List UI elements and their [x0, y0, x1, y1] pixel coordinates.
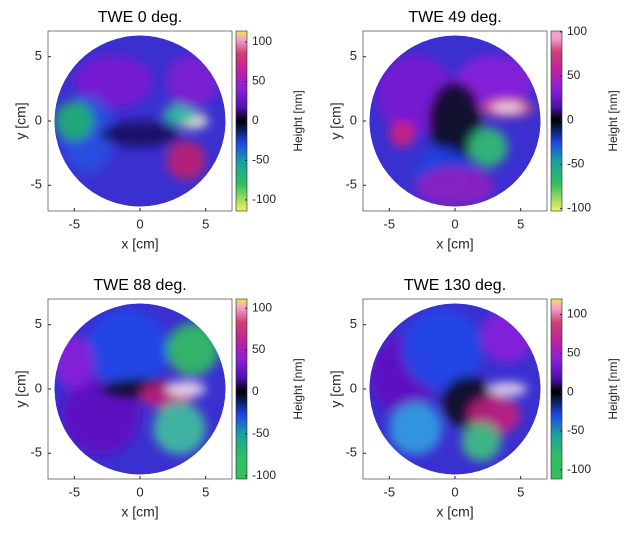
- x-axis-label: x [cm]: [436, 236, 473, 252]
- colorbar-label: Height [nm]: [291, 90, 305, 151]
- y-axis-label: y [cm]: [328, 102, 344, 139]
- y-tick-label: -5: [30, 177, 42, 192]
- map-feature: [100, 120, 180, 148]
- x-tick-label: -5: [69, 484, 81, 499]
- colorbar-label: Height [nm]: [606, 90, 620, 151]
- map-feature: [487, 382, 528, 396]
- chart-title: TWE 130 deg.: [404, 277, 506, 294]
- x-axis-label: x [cm]: [436, 504, 473, 520]
- x-tick-label: 5: [202, 484, 209, 499]
- map-feature: [163, 103, 196, 125]
- x-tick-label: -5: [384, 484, 396, 499]
- colorbar-tick-label: 50: [252, 74, 266, 88]
- y-tick-label: 0: [35, 112, 42, 127]
- chart-title: TWE 0 deg.: [98, 9, 182, 26]
- y-tick-label: -5: [30, 445, 42, 460]
- colorbar-tick-label: -50: [252, 426, 270, 440]
- x-tick-label: 0: [451, 484, 458, 499]
- map-feature: [455, 55, 534, 108]
- colorbar-tick-label: 0: [252, 384, 259, 398]
- x-tick-label: 5: [517, 216, 524, 231]
- map-feature: [491, 102, 524, 114]
- map-features: [54, 310, 219, 455]
- y-axis-label: y [cm]: [13, 370, 29, 407]
- y-tick-label: 5: [35, 48, 42, 63]
- colorbar-tick-label: 0: [567, 384, 574, 398]
- y-tick-label: 5: [35, 316, 42, 331]
- map-feature: [389, 120, 416, 148]
- colorbar-tick-label: 50: [567, 68, 581, 82]
- map-feature: [481, 310, 534, 363]
- colorbar-tick-label: 100: [252, 300, 272, 314]
- height-map: [369, 35, 541, 207]
- x-tick-label: 5: [517, 484, 524, 499]
- x-tick-label: 0: [136, 484, 143, 499]
- x-tick-label: 0: [136, 216, 143, 231]
- y-axis-label: y [cm]: [328, 370, 344, 407]
- map-feature: [428, 81, 482, 161]
- colorbar-tick-label: -50: [567, 423, 585, 437]
- colorbar: [550, 298, 563, 480]
- x-tick-label: 5: [202, 216, 209, 231]
- map-feature: [166, 381, 206, 397]
- chart-title: TWE 88 deg.: [93, 277, 186, 294]
- colorbar-tick-label: 100: [252, 34, 272, 48]
- map-features: [376, 55, 534, 207]
- colorbar-tick-label: -100: [567, 462, 591, 476]
- map-feature: [415, 167, 495, 207]
- map-feature: [74, 55, 154, 108]
- y-tick-label: 0: [350, 112, 357, 127]
- y-tick-label: 0: [35, 380, 42, 395]
- colorbar-tick-label: 100: [567, 24, 587, 38]
- colorbar-tick-label: 0: [567, 112, 574, 126]
- colorbar-label: Height [nm]: [291, 358, 305, 419]
- y-tick-label: 5: [350, 48, 357, 63]
- chart-title: TWE 49 deg.: [408, 9, 501, 26]
- colorbar-tick-label: 0: [252, 113, 259, 127]
- map-feature: [389, 402, 442, 455]
- colorbar-tick-label: 100: [567, 307, 587, 321]
- height-map: [369, 303, 541, 475]
- y-tick-label: -5: [345, 445, 357, 460]
- map-features: [54, 55, 219, 181]
- colorbar: [235, 298, 248, 480]
- map-feature: [166, 55, 219, 108]
- colorbar-tick-label: 50: [252, 342, 266, 356]
- map-feature: [54, 336, 94, 390]
- colorbar-tick-label: -100: [252, 192, 276, 206]
- x-tick-label: -5: [69, 216, 81, 231]
- height-map: [54, 35, 226, 207]
- x-axis-label: x [cm]: [121, 504, 158, 520]
- map-feature: [87, 310, 167, 390]
- map-feature: [402, 310, 482, 390]
- y-tick-label: 5: [350, 316, 357, 331]
- x-tick-label: -5: [384, 216, 396, 231]
- height-map: [54, 303, 226, 475]
- colorbar: [550, 30, 563, 212]
- colorbar-tick-label: -100: [252, 468, 276, 482]
- map-feature: [461, 421, 501, 462]
- y-tick-label: 0: [350, 380, 357, 395]
- colorbar-tick-label: 50: [567, 345, 581, 359]
- map-feature: [166, 140, 206, 181]
- y-axis-label: y [cm]: [13, 102, 29, 139]
- x-tick-label: 0: [451, 216, 458, 231]
- map-feature: [153, 402, 206, 455]
- y-tick-label: -5: [345, 177, 357, 192]
- colorbar-tick-label: -100: [567, 201, 591, 215]
- map-features: [369, 310, 534, 462]
- colorbar-tick-label: -50: [567, 156, 585, 170]
- colorbar-label: Height [nm]: [606, 358, 620, 419]
- x-axis-label: x [cm]: [121, 236, 158, 252]
- colorbar-tick-label: -50: [252, 153, 270, 167]
- map-feature: [166, 323, 219, 376]
- map-feature: [468, 127, 508, 167]
- map-feature: [54, 101, 94, 141]
